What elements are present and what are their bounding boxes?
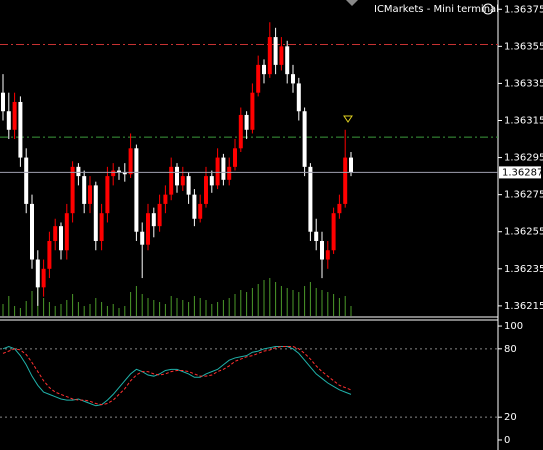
candle-body (140, 231, 145, 245)
y-tick-label: 100 (504, 321, 523, 332)
candle-body (24, 157, 29, 204)
bid-label-bg (499, 166, 541, 179)
candle-body (59, 226, 63, 251)
candle-body (204, 176, 208, 204)
candle-body (198, 203, 203, 219)
candle-body (128, 148, 133, 175)
y-tick-label: 1.36375 (504, 4, 543, 15)
candle-body (76, 166, 81, 177)
smiley-icon (482, 3, 494, 15)
candle-body (157, 203, 162, 227)
candle-body (70, 166, 75, 214)
candle-body (302, 111, 307, 167)
candle-body (134, 148, 139, 232)
candle-body (314, 231, 319, 241)
candle-body (267, 37, 272, 75)
y-tick-label: 20 (504, 412, 517, 423)
candle-body (320, 240, 324, 260)
candle-body (12, 101, 17, 130)
candle-body (6, 111, 11, 130)
candle-body (285, 46, 290, 75)
candle-body (146, 213, 150, 245)
candle-body (221, 157, 226, 180)
candle-body (175, 166, 179, 186)
arrow-marker (343, 115, 353, 123)
candle-body (250, 92, 255, 130)
candle-body (279, 46, 284, 65)
candle-body (343, 157, 348, 204)
candle-body (117, 170, 121, 173)
y-tick-label: 1.36235 (504, 264, 543, 275)
y-tick-label: 1.36315 (504, 115, 543, 126)
candle-body (111, 170, 116, 177)
candle-body (88, 185, 92, 204)
indicator-line (2, 346, 352, 407)
candle-body (18, 101, 23, 158)
chart-title: ICMarkets - Mini terminal (374, 4, 499, 15)
candle-body (82, 176, 87, 204)
candle-body (296, 83, 301, 112)
candle-body (308, 166, 313, 232)
candle-body (233, 148, 237, 167)
candle-body (163, 194, 168, 204)
candle-body (256, 64, 261, 93)
candle-body (227, 166, 232, 180)
candle-body (35, 259, 40, 288)
candle-body (169, 166, 174, 195)
y-tick-label: 1.36355 (504, 41, 543, 52)
y-tick-label: 1.36295 (504, 153, 543, 164)
candle-body (291, 74, 295, 84)
candle-body (337, 203, 342, 214)
candle-body (47, 240, 52, 269)
bid-label: 1.36287 (502, 167, 543, 178)
candle-body (262, 64, 266, 75)
candle-body (209, 176, 214, 186)
candle-body (331, 213, 336, 251)
candle-body (325, 250, 330, 260)
candle-body (30, 203, 34, 260)
candle-body (64, 213, 69, 251)
y-tick-label: 0 (504, 435, 510, 446)
scroll-marker (346, 0, 358, 6)
y-tick-label: 1.36255 (504, 227, 543, 238)
candle-body (273, 37, 278, 65)
candle-body (105, 176, 110, 214)
indicator-line (2, 346, 352, 406)
candle-body (41, 268, 46, 288)
candle-body (192, 194, 197, 219)
candle-body (180, 176, 185, 186)
candle-body (53, 226, 58, 241)
candle-body (99, 213, 104, 241)
y-tick-label: 80 (504, 344, 517, 355)
candle-body (186, 176, 191, 195)
candle-body (215, 157, 220, 186)
candle-body (122, 172, 127, 175)
candle-body (349, 157, 353, 173)
candle-body (1, 92, 5, 112)
candle-body (238, 114, 243, 149)
candle-body (244, 114, 249, 130)
y-tick-label: 1.36275 (504, 190, 543, 201)
candle-body (93, 185, 98, 241)
candle-body (151, 213, 156, 227)
y-tick-label: 1.36215 (504, 301, 543, 312)
y-tick-label: 1.36335 (504, 78, 543, 89)
